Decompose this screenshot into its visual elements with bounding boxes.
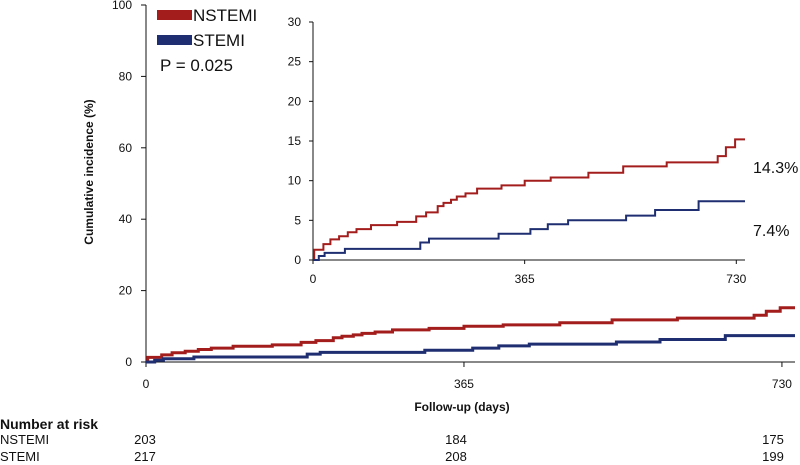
- inset-y-tick-label-20: 20: [288, 94, 302, 108]
- main-y-tick-label-80: 80: [119, 69, 133, 83]
- legend: NSTEMI STEMI P = 0.025: [157, 6, 257, 75]
- main-line-nstemi: [146, 306, 795, 364]
- legend-swatch-stemi: [157, 35, 192, 45]
- main-x-tick-label-730: 730: [772, 377, 792, 391]
- risk-value-stemi-365: 208: [445, 449, 467, 464]
- risk-row-label-stemi: STEMI: [0, 449, 40, 464]
- end-label-nstemi: 14.3%: [753, 160, 798, 177]
- inset-line-nstemi: [313, 138, 745, 261]
- legend-swatch-nstemi: [157, 10, 192, 20]
- inset-y-tick-label-15: 15: [288, 134, 302, 148]
- inset-y-tick-label-30: 30: [288, 15, 302, 29]
- main-y-tick-label-0: 0: [125, 355, 132, 369]
- risk-value-nstemi-365: 184: [445, 432, 467, 447]
- inset-y-tick-label-0: 0: [294, 253, 301, 267]
- risk-value-stemi-0: 217: [134, 449, 156, 464]
- risk-value-stemi-730: 199: [762, 449, 784, 464]
- risk-table-title: Number at risk: [0, 416, 98, 432]
- y-axis-title: Cumulative incidence (%): [82, 99, 96, 244]
- inset-x-tick-label-365: 365: [515, 272, 535, 286]
- main-x-tick-label-0: 0: [143, 377, 150, 391]
- main-line-stemi: [146, 334, 795, 364]
- main-y-tick-label-100: 100: [112, 0, 132, 12]
- legend-label-stemi: STEMI: [193, 31, 245, 50]
- inset-y-tick-label-10: 10: [288, 174, 302, 188]
- risk-table: Number at risk NSTEMI 203 184 175 STEMI …: [0, 416, 784, 464]
- p-value: P = 0.025: [160, 56, 233, 75]
- main-y-tick-label-40: 40: [119, 212, 133, 226]
- inset-chart: 0 5 10 15 20 25 30 0 365 730 14.3% 7.4%: [288, 15, 799, 286]
- inset-y-tick-label-25: 25: [288, 55, 302, 69]
- risk-value-nstemi-730: 175: [762, 432, 784, 447]
- risk-row-label-nstemi: NSTEMI: [0, 432, 49, 447]
- legend-label-nstemi: NSTEMI: [193, 6, 257, 25]
- main-x-tick-label-365: 365: [454, 377, 474, 391]
- main-y-tick-label-60: 60: [119, 141, 133, 155]
- inset-x-tick-label-0: 0: [310, 272, 317, 286]
- end-label-stemi: 7.4%: [753, 223, 789, 240]
- inset-x-tick-label-730: 730: [726, 272, 746, 286]
- inset-line-stemi: [313, 200, 745, 261]
- x-axis-title: Follow-up (days): [414, 400, 509, 414]
- main-plot-lines: [146, 306, 795, 364]
- inset-y-tick-label-5: 5: [294, 213, 301, 227]
- risk-value-nstemi-0: 203: [134, 432, 156, 447]
- main-y-tick-label-20: 20: [119, 284, 133, 298]
